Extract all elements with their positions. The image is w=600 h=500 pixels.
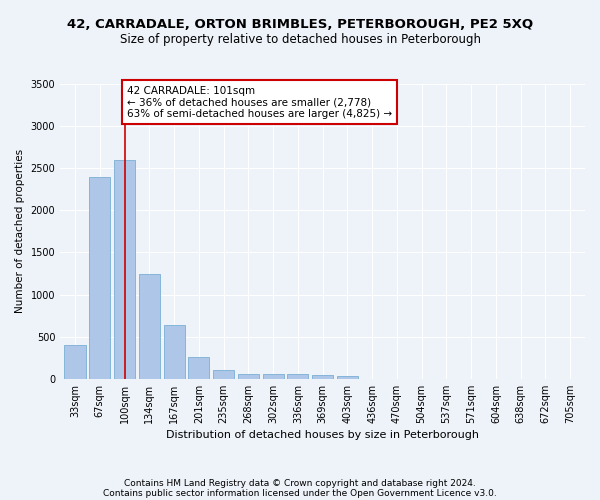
Y-axis label: Number of detached properties: Number of detached properties <box>15 150 25 314</box>
Bar <box>188 357 209 379</box>
Bar <box>64 345 86 379</box>
Bar <box>89 176 110 379</box>
Bar <box>164 325 185 379</box>
Text: 42 CARRADALE: 101sqm
← 36% of detached houses are smaller (2,778)
63% of semi-de: 42 CARRADALE: 101sqm ← 36% of detached h… <box>127 86 392 119</box>
Text: 42, CARRADALE, ORTON BRIMBLES, PETERBOROUGH, PE2 5XQ: 42, CARRADALE, ORTON BRIMBLES, PETERBORO… <box>67 18 533 30</box>
X-axis label: Distribution of detached houses by size in Peterborough: Distribution of detached houses by size … <box>166 430 479 440</box>
Bar <box>114 160 135 379</box>
Bar <box>287 374 308 379</box>
Text: Contains public sector information licensed under the Open Government Licence v3: Contains public sector information licen… <box>103 488 497 498</box>
Bar <box>139 274 160 379</box>
Bar <box>238 374 259 379</box>
Bar <box>312 375 333 379</box>
Bar <box>337 376 358 379</box>
Bar <box>213 370 234 379</box>
Text: Size of property relative to detached houses in Peterborough: Size of property relative to detached ho… <box>119 32 481 46</box>
Text: Contains HM Land Registry data © Crown copyright and database right 2024.: Contains HM Land Registry data © Crown c… <box>124 478 476 488</box>
Bar <box>263 374 284 379</box>
